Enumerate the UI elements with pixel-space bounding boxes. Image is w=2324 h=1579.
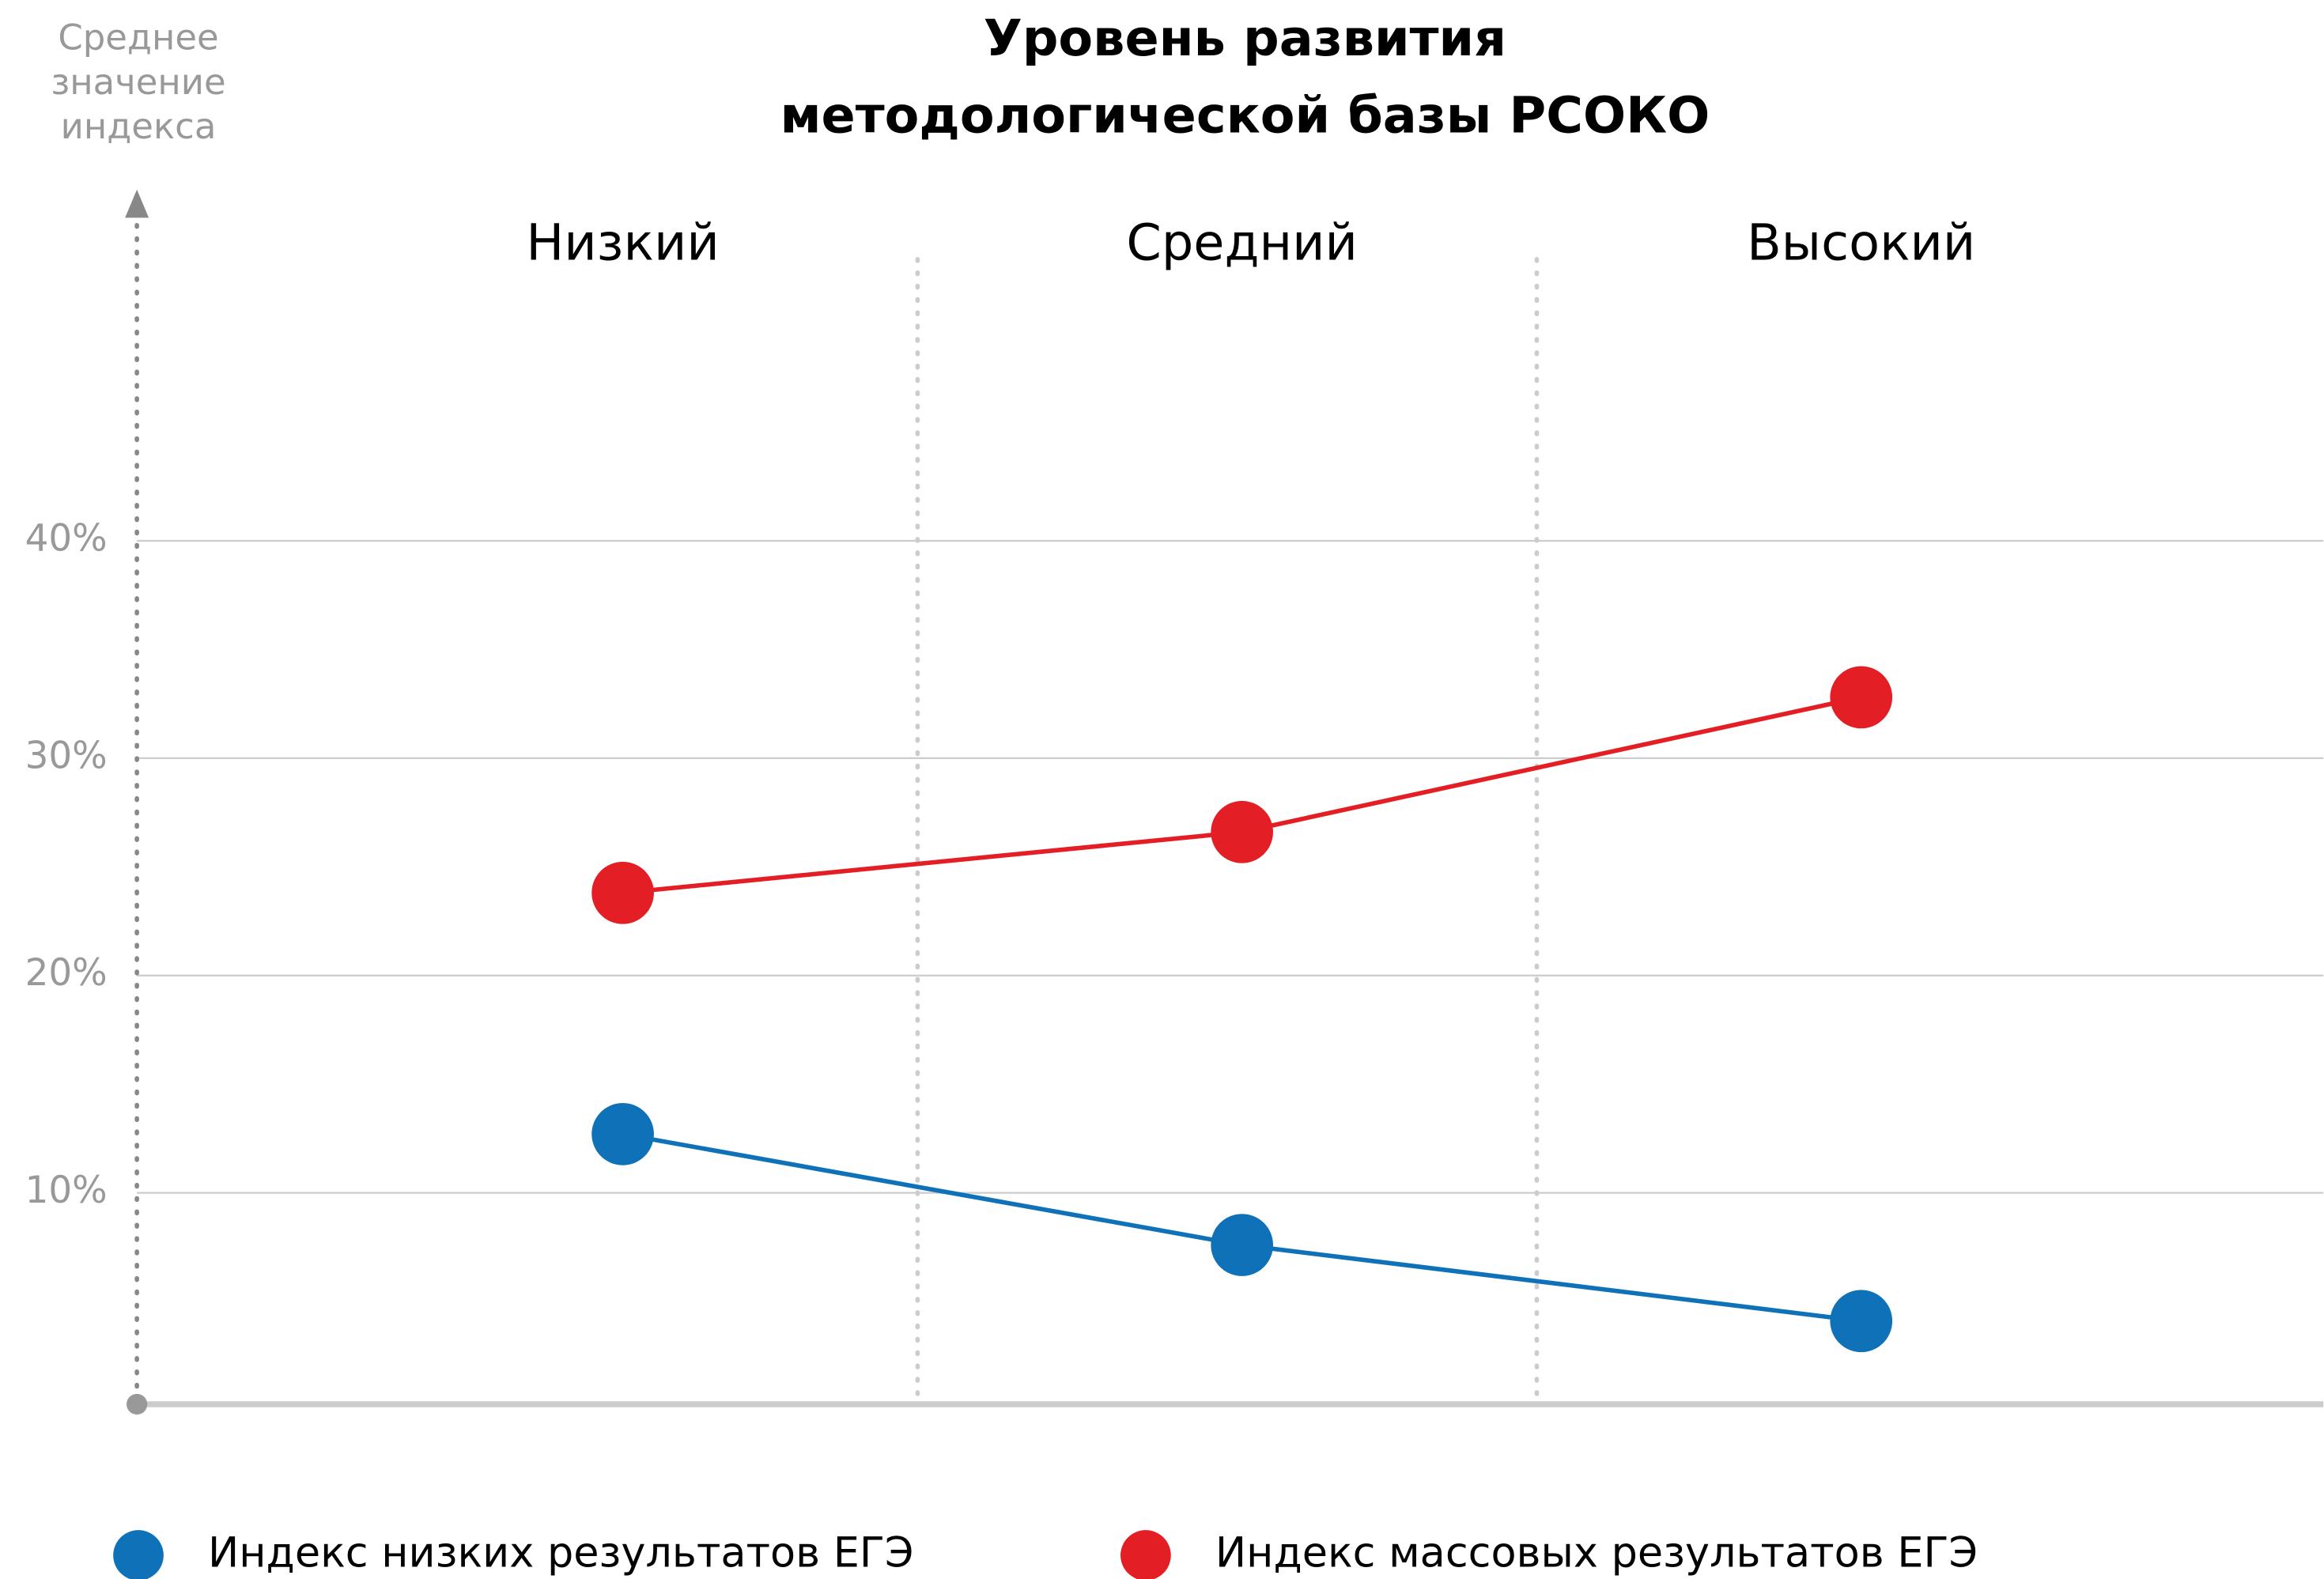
legend-label: Индекс массовых результатов ЕГЭ (1215, 1529, 1978, 1577)
y-axis-label: значение (51, 61, 225, 103)
legend-marker (1120, 1530, 1171, 1579)
category-label: Низкий (526, 214, 719, 273)
legend-marker (113, 1530, 164, 1579)
y-axis-label: индекса (61, 105, 217, 147)
y-tick-label: 30% (25, 735, 108, 777)
y-axis-label: Среднее (58, 17, 218, 59)
series-line (622, 695, 1862, 896)
data-point (591, 1103, 654, 1165)
legend-label: Индекс низких результатов ЕГЭ (208, 1529, 913, 1577)
chart-title: Уровень развития (984, 9, 1506, 68)
data-point (1830, 666, 1893, 729)
data-point (1211, 1214, 1274, 1276)
chart-title: методологической базы РСОКО (780, 86, 1710, 145)
y-axis-arrow (125, 189, 149, 218)
category-label: Средний (1126, 214, 1358, 273)
y-tick-label: 10% (25, 1169, 108, 1212)
data-point (1211, 800, 1274, 863)
y-tick-label: 20% (25, 952, 108, 995)
category-label: Высокий (1747, 214, 1975, 273)
y-tick-label: 40% (25, 517, 108, 560)
data-point (591, 861, 654, 924)
data-point (1830, 1290, 1893, 1353)
axis-origin (127, 1393, 148, 1415)
